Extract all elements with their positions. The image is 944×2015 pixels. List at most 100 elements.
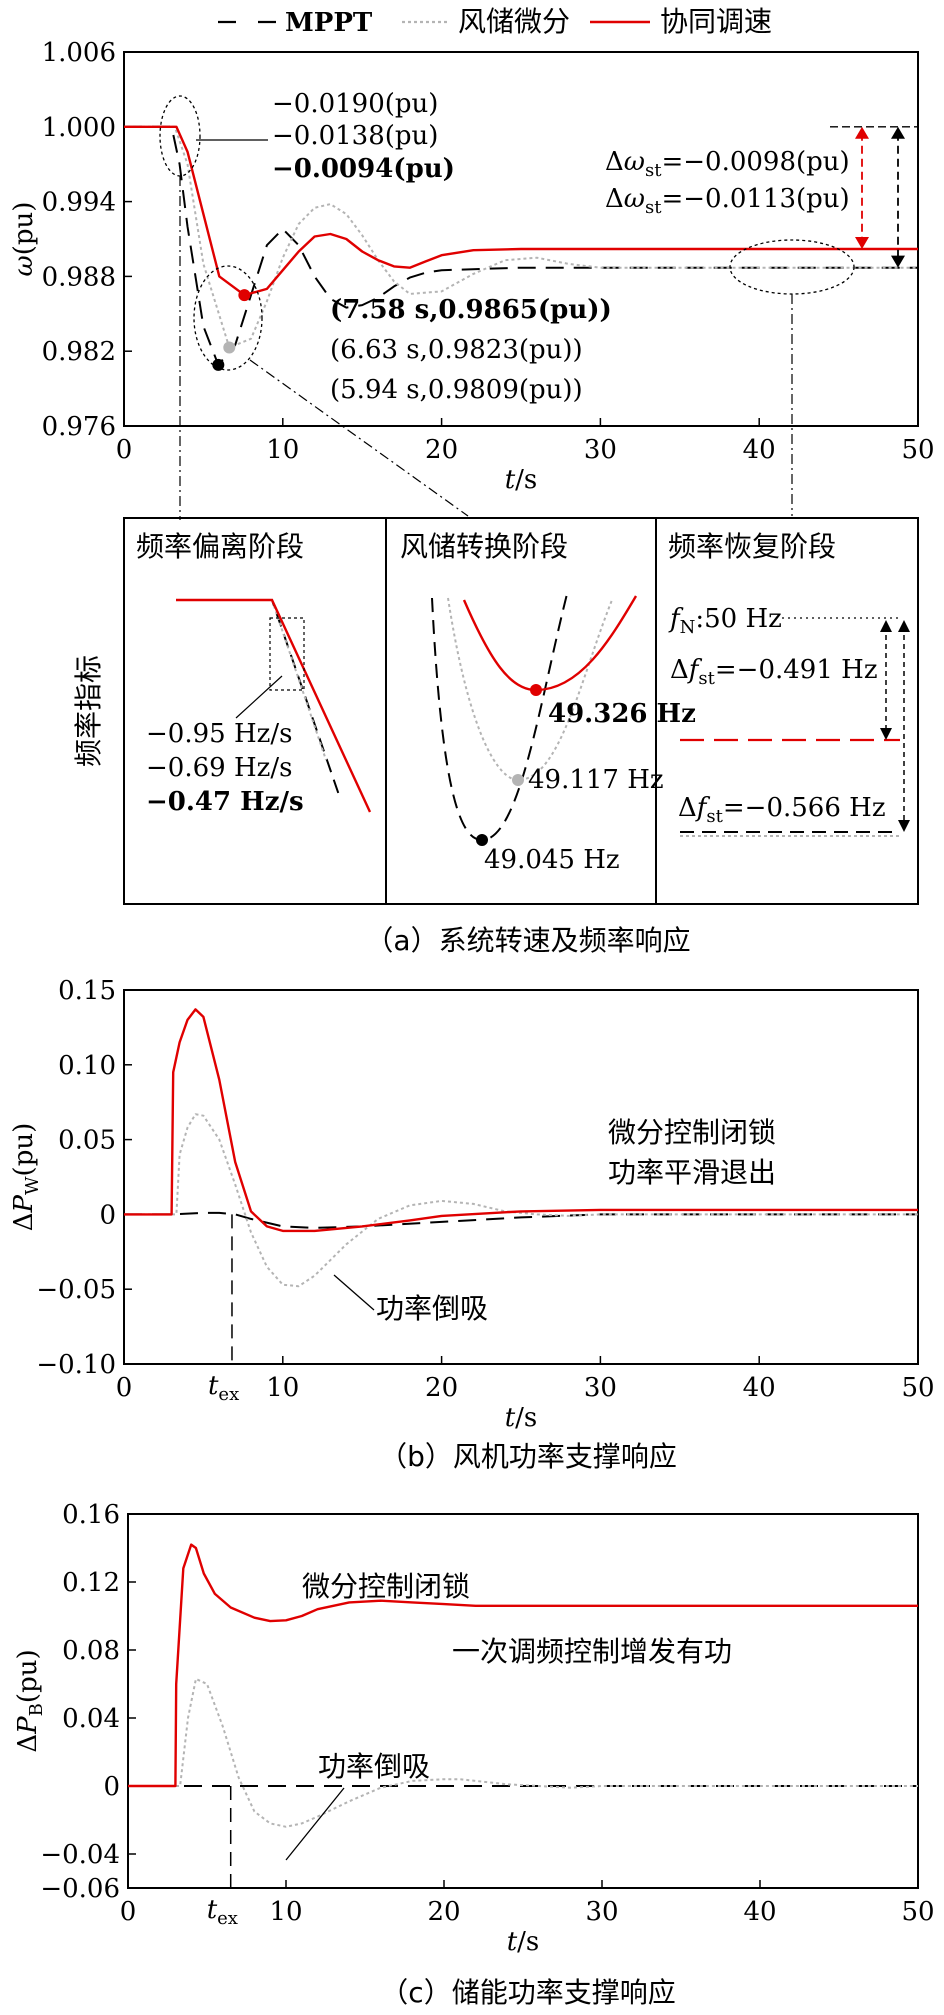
- tex-label-c: tex: [207, 1895, 238, 1929]
- annot-b-leader: [333, 1274, 375, 1311]
- x-tick-label: 40: [743, 1897, 776, 1927]
- x-tick-label: 50: [901, 435, 934, 465]
- nadir-label-mppt: (5.94 s,0.9809(pu)): [330, 375, 583, 405]
- y-tick-label: 0.994: [42, 188, 116, 218]
- caption-a: （a）系统转速及频率响应: [365, 924, 690, 957]
- zoom-leader: [249, 359, 469, 517]
- y-tick-label: 0.12: [62, 1568, 120, 1598]
- nadir-point: [223, 341, 236, 354]
- series-line-mppt: [124, 125, 918, 366]
- arrow-head: [891, 126, 905, 139]
- x-tick-label: 20: [427, 1897, 460, 1927]
- zoom2-nadir: [530, 684, 542, 696]
- x-tick-label: 0: [116, 1373, 133, 1403]
- x-tick-label: 0: [120, 1897, 137, 1927]
- arrow-head: [855, 126, 869, 139]
- x-axis-label: t/s: [505, 465, 538, 495]
- zoom-rocof-mppt: −0.95 Hz/s: [146, 719, 292, 749]
- zoom1-leader: [235, 675, 283, 719]
- zoom-rocof-coord: −0.47 Hz/s: [146, 787, 304, 817]
- x-axis-label: t/s: [507, 1927, 540, 1957]
- x-tick-label: 10: [266, 435, 299, 465]
- zoom-fn-label: fN:50 Hz: [668, 604, 782, 638]
- legend-label-coord: 协同调速: [660, 5, 772, 38]
- nadir-label-diff: (6.63 s,0.9823(pu)): [330, 335, 583, 365]
- y-tick-label: 0.15: [58, 976, 116, 1006]
- zoom-rocof-diff: −0.69 Hz/s: [146, 753, 292, 783]
- legend-label-mppt: MPPT: [285, 8, 373, 38]
- rocof-label-mppt: −0.0190(pu): [272, 89, 438, 119]
- zoom-nadir-mppt: 49.045 Hz: [484, 845, 620, 875]
- nadir-point: [238, 289, 251, 302]
- y-tick-label: −0.06: [40, 1874, 120, 1904]
- y-axis-label: ΔPW(pu): [9, 1123, 43, 1231]
- caption-c: （c）储能功率支撑响应: [380, 1976, 675, 2009]
- y-tick-label: 1.000: [42, 113, 116, 143]
- zoom-panel-title: 风储转换阶段: [400, 530, 568, 563]
- legend-label-diff: 风储微分: [458, 5, 570, 38]
- x-tick-label: 40: [743, 1373, 776, 1403]
- annot-b-smooth: 功率平滑退出: [608, 1156, 776, 1189]
- zoom-frame: [123, 517, 919, 905]
- x-tick-label: 10: [269, 1897, 302, 1927]
- series-line-diff: [124, 1113, 918, 1288]
- y-tick-label: 0: [99, 1200, 116, 1230]
- nadir-ellipse: [193, 265, 263, 371]
- zoom2-coord: [462, 595, 638, 692]
- zoom2-nadir: [512, 774, 524, 786]
- plot-frame: [127, 1513, 919, 1889]
- arrow-head: [891, 255, 905, 268]
- x-tick-label: 50: [901, 1373, 934, 1403]
- plot-frame: [123, 51, 919, 427]
- rocof-label-diff: −0.0138(pu): [272, 121, 438, 151]
- x-tick-label: 10: [266, 1373, 299, 1403]
- x-tick-label: 30: [584, 435, 617, 465]
- annot-c-leader: [285, 1787, 345, 1861]
- x-tick-label: 0: [116, 435, 133, 465]
- series-line-coord: [128, 1543, 918, 1788]
- zoom-dfst-coord: Δfst=−0.491 Hz: [670, 655, 878, 689]
- zoom-y-label: 频率指标: [72, 655, 105, 767]
- annot-b-lock: 微分控制闭锁: [608, 1116, 776, 1149]
- x-tick-label: 20: [425, 1373, 458, 1403]
- y-tick-label: 0.988: [42, 262, 116, 292]
- zoom-nadir-coord: 49.326 Hz: [548, 699, 696, 729]
- y-tick-label: 0.982: [42, 337, 116, 367]
- tex-label-b: tex: [208, 1371, 239, 1405]
- series-line-coord: [124, 125, 918, 297]
- y-tick-label: 0.10: [58, 1051, 116, 1081]
- y-tick-label: −0.05: [36, 1275, 116, 1305]
- y-axis-label: ω(pu): [9, 202, 39, 277]
- dw-st-label-coord: Δωst=−0.0098(pu): [605, 147, 850, 181]
- zoom2-diff: [447, 597, 613, 782]
- x-axis-label: t/s: [505, 1403, 538, 1433]
- zoom1-box: [269, 617, 305, 691]
- y-tick-label: 1.006: [42, 38, 116, 68]
- annot-c-lock: 微分控制闭锁: [302, 1570, 470, 1603]
- y-tick-label: −0.04: [40, 1840, 120, 1870]
- y-tick-label: 0.16: [62, 1500, 120, 1530]
- x-tick-label: 40: [743, 435, 776, 465]
- nadir-point: [212, 358, 225, 371]
- annot-c-absorb: 功率倒吸: [318, 1750, 430, 1783]
- arrow-head: [855, 236, 869, 249]
- zoom-dfst-mppt: Δfst=−0.566 Hz: [678, 793, 886, 827]
- x-tick-label: 30: [584, 1373, 617, 1403]
- y-tick-label: 0.976: [42, 412, 116, 442]
- y-tick-label: −0.10: [36, 1350, 116, 1380]
- dw-st-label-mppt: Δωst=−0.0113(pu): [605, 184, 850, 218]
- plot-frame: [123, 989, 919, 1365]
- zoom2-nadir: [476, 834, 488, 846]
- series-line-diff: [128, 1677, 918, 1828]
- zoom-panel-title: 频率偏离阶段: [136, 530, 304, 563]
- x-tick-label: 20: [425, 435, 458, 465]
- series-line-coord: [124, 1008, 918, 1233]
- y-tick-label: 0.08: [62, 1636, 120, 1666]
- series-line-mppt: [124, 1211, 918, 1229]
- x-tick-label: 50: [901, 1897, 934, 1927]
- caption-b: （b）风机功率支撑响应: [379, 1440, 677, 1473]
- annot-c-primary: 一次调频控制增发有功: [452, 1635, 732, 1668]
- y-axis-label: ΔPB(pu): [13, 1649, 47, 1752]
- zoom-panel-title: 频率恢复阶段: [668, 530, 836, 563]
